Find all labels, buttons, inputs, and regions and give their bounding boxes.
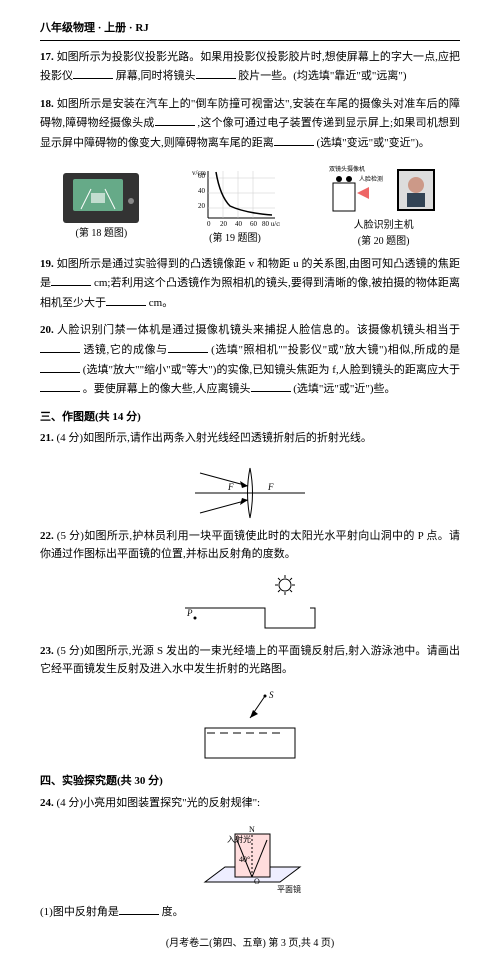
svg-text:人脸检测: 人脸检测 bbox=[359, 175, 383, 183]
q24: 24. (4 分)小亮用如图装置探究"光的反射规律": bbox=[40, 795, 460, 813]
q20-e: 。要使屏幕上的像大些,人应离镜头 bbox=[83, 383, 251, 395]
blank bbox=[119, 902, 159, 915]
svg-text:双镜头摄像机: 双镜头摄像机 bbox=[329, 165, 365, 173]
blank bbox=[274, 133, 314, 146]
svg-text:60: 60 bbox=[250, 220, 258, 228]
q22-num: 22. bbox=[40, 530, 54, 542]
car-dash-icon bbox=[61, 171, 141, 226]
face-recog-icon: 双镜头摄像机 人脸检测 bbox=[329, 163, 439, 218]
svg-text:80 u/cm: 80 u/cm bbox=[262, 220, 280, 228]
q22-text: (5 分)如图所示,护林员利用一块平面镜使此时的太阳光水平射向山洞中的 P 点。… bbox=[40, 530, 460, 560]
blank bbox=[40, 340, 80, 353]
q23: 23. (5 分)如图所示,光源 S 发出的一束光经墙上的平面镜反射后,射入游泳… bbox=[40, 643, 460, 678]
q17-num: 17. bbox=[40, 51, 54, 63]
q20-d: (选填"放大""缩小"或"等大")的实像,已知镜头焦距为 f,人脸到镜头的距离应… bbox=[83, 364, 460, 376]
lens-diagram-icon: F F bbox=[190, 458, 310, 528]
svg-text:F: F bbox=[227, 482, 234, 492]
blank bbox=[40, 360, 80, 373]
q20-a: 人脸识别门禁一体机是通过摄像机镜头来捕捉人脸信息的。该摄像机镜头相当于 bbox=[57, 324, 460, 336]
q20-num: 20. bbox=[40, 324, 54, 336]
q18-c: (选填"变远"或"变近")。 bbox=[317, 137, 430, 149]
q19-c: cm。 bbox=[149, 297, 173, 309]
q17-c: 胶片一些。(均选填"靠近"或"远离") bbox=[238, 70, 406, 82]
q24-num: 24. bbox=[40, 797, 54, 809]
fig19-chart: v/cm 60 40 20 0 20 40 60 80 u/cm (第 19 题… bbox=[190, 166, 280, 247]
q23-text: (5 分)如图所示,光源 S 发出的一束光经墙上的平面镜反射后,射入游泳池中。请… bbox=[40, 645, 460, 675]
chart-icon: v/cm 60 40 20 0 20 40 60 80 u/cm bbox=[190, 166, 280, 231]
q21-num: 21. bbox=[40, 432, 54, 444]
q20-b: 透镜,它的成像与 bbox=[83, 344, 167, 356]
svg-text:40°: 40° bbox=[239, 855, 250, 864]
section4: 四、实验探究题(共 30 分) bbox=[40, 773, 460, 791]
fig20-label: 人脸识别主机 bbox=[329, 218, 439, 234]
q17-b: 屏幕,同时将镜头 bbox=[116, 70, 196, 82]
page-header: 八年级物理 · 上册 · RJ bbox=[40, 20, 460, 41]
q24-text: (4 分)小亮用如图装置探究"光的反射规律": bbox=[57, 797, 261, 809]
blank bbox=[251, 379, 291, 392]
q24-1b: 度。 bbox=[162, 906, 184, 918]
q19-b: cm;若利用这个凸透镜作为照相机的镜头,要得到清晰的像,被拍摄的物体距离相机至少… bbox=[40, 277, 460, 309]
fig18: (第 18 题图) bbox=[61, 171, 141, 242]
q24-1: (1)图中反射角是 度。 bbox=[40, 902, 460, 922]
page-footer: (月考卷二(第四、五章) 第 3 页,共 4 页) bbox=[40, 936, 460, 952]
svg-text:20: 20 bbox=[220, 220, 228, 228]
blank bbox=[168, 340, 208, 353]
fig20: 双镜头摄像机 人脸检测 人脸识别主机 (第 20 题图) bbox=[329, 163, 439, 250]
q22: 22. (5 分)如图所示,护林员利用一块平面镜使此时的太阳光水平射向山洞中的 … bbox=[40, 528, 460, 563]
q19-num: 19. bbox=[40, 258, 54, 270]
fig-row-18-19-20: (第 18 题图) v/cm 60 40 20 0 20 40 60 80 u/… bbox=[40, 163, 460, 250]
svg-text:P: P bbox=[186, 608, 193, 618]
q18: 18. 如图所示是安装在汽车上的"倒车防撞可视雷达",安装在车尾的摄像头对准车后… bbox=[40, 96, 460, 153]
q21: 21. (4 分)如图所示,请作出两条入射光线经凹透镜折射后的折射光线。 bbox=[40, 430, 460, 448]
svg-text:40: 40 bbox=[198, 187, 206, 195]
svg-text:40: 40 bbox=[235, 220, 243, 228]
q23-num: 23. bbox=[40, 645, 54, 657]
q20-f: (选填"远"或"近")些。 bbox=[293, 383, 395, 395]
q20: 20. 人脸识别门禁一体机是通过摄像机镜头来捕捉人脸信息的。该摄像机镜头相当于 … bbox=[40, 322, 460, 398]
fig18-cap: (第 18 题图) bbox=[61, 226, 141, 242]
q21-text: (4 分)如图所示,请作出两条入射光线经凹透镜折射后的折射光线。 bbox=[57, 432, 372, 444]
svg-text:60: 60 bbox=[198, 172, 206, 180]
svg-text:N: N bbox=[249, 825, 255, 834]
svg-text:S: S bbox=[269, 690, 274, 700]
blank bbox=[51, 273, 91, 286]
q17: 17. 如图所示为投影仪投影光路。如果用投影仪投影胶片时,想使屏幕上的字大一点,… bbox=[40, 49, 460, 86]
fig20-cap: (第 20 题图) bbox=[329, 234, 439, 250]
q19: 19. 如图所示是通过实验得到的凸透镜像距 v 和物距 u 的关系图,由图可知凸… bbox=[40, 256, 460, 313]
q20-c: (选填"照相机""投影仪"或"放大镜")相似,所成的是 bbox=[211, 344, 460, 356]
svg-text:20: 20 bbox=[198, 202, 206, 210]
reflection-setup-icon: N 40° O 平面镜 入射光 bbox=[185, 822, 315, 902]
svg-text:O: O bbox=[254, 877, 260, 886]
blank bbox=[106, 293, 146, 306]
section3: 三、作图题(共 14 分) bbox=[40, 409, 460, 427]
q18-num: 18. bbox=[40, 98, 54, 110]
q24-1a: (1)图中反射角是 bbox=[40, 906, 119, 918]
blank bbox=[196, 66, 236, 79]
svg-text:F: F bbox=[267, 482, 274, 492]
svg-text:0: 0 bbox=[207, 220, 211, 228]
svg-text:入射光: 入射光 bbox=[227, 834, 251, 844]
svg-text:平面镜: 平面镜 bbox=[277, 884, 301, 894]
blank bbox=[40, 379, 80, 392]
blank bbox=[73, 66, 113, 79]
blank bbox=[155, 113, 195, 126]
fig19-cap: (第 19 题图) bbox=[190, 231, 280, 247]
cave-diagram-icon: P bbox=[175, 573, 325, 643]
